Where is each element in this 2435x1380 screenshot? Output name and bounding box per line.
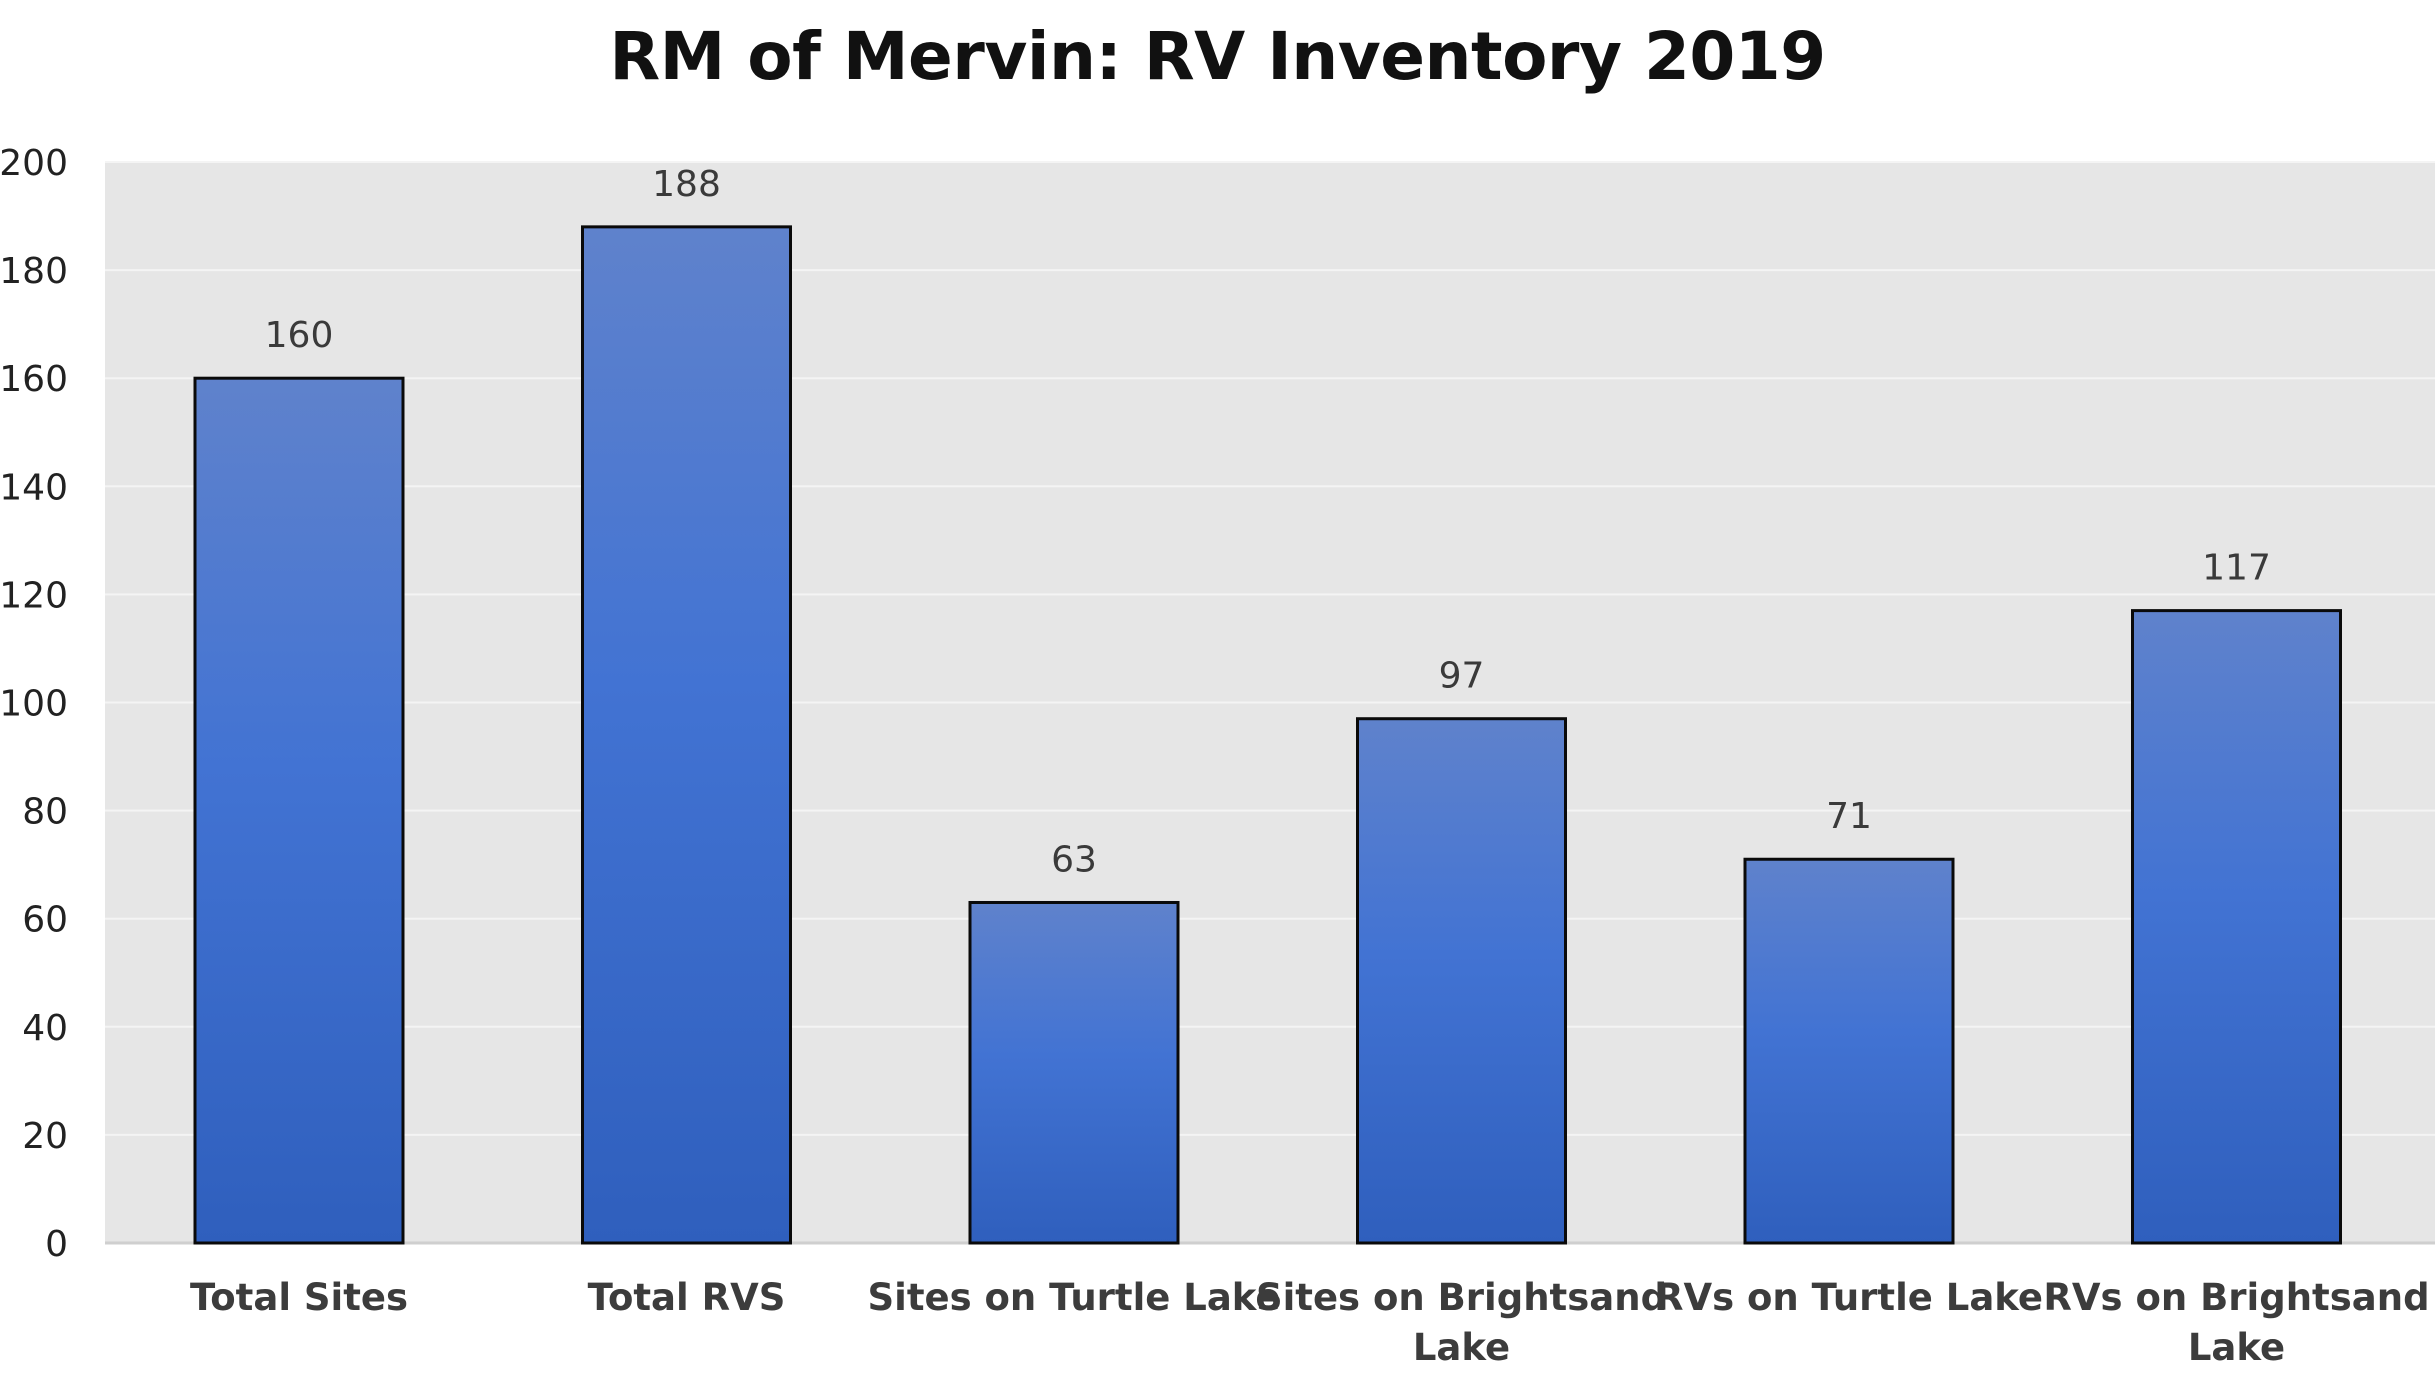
data-label: 117 (2202, 548, 2271, 589)
chart-title: RM of Mervin: RV Inventory 2019 (609, 18, 1826, 95)
y-tick-label: 80 (22, 792, 68, 833)
y-axis: 0 20 40 60 80 100 120 140 160 180 200 (0, 143, 68, 1265)
data-label: 160 (265, 315, 334, 356)
x-tick-label: RVs on Turtle Lake (1655, 1276, 2043, 1319)
y-tick-label: 100 (0, 684, 68, 725)
gridlines (105, 161, 2435, 1245)
x-tick-label: Total Sites (190, 1276, 408, 1319)
y-tick-label: 0 (45, 1224, 68, 1265)
y-tick-label: 120 (0, 575, 68, 616)
y-tick-label: 20 (22, 1116, 68, 1157)
data-label: 188 (652, 164, 721, 205)
x-tick-label: RVs on Brightsand (2043, 1276, 2429, 1319)
bars (193, 225, 2342, 1245)
bar (2131, 609, 2342, 1245)
bar (1356, 717, 1567, 1245)
x-tick-label: Sites on Turtle Lake (867, 1276, 1280, 1319)
x-tick-label: Total RVS (588, 1276, 786, 1319)
x-tick-label: Lake (1413, 1326, 1510, 1369)
y-tick-label: 160 (0, 359, 68, 400)
y-tick-label: 200 (0, 143, 68, 184)
data-label: 97 (1439, 656, 1485, 697)
bar (581, 225, 792, 1245)
data-label: 63 (1051, 839, 1097, 880)
bar (968, 900, 1180, 1245)
y-tick-label: 140 (0, 467, 68, 508)
y-tick-label: 180 (0, 251, 68, 292)
y-tick-label: 60 (22, 900, 68, 941)
bar (193, 376, 405, 1245)
x-axis: Total Sites Total RVS Sites on Turtle Lake… (190, 1276, 2430, 1369)
bar (1743, 857, 1955, 1245)
x-tick-label: Sites on Brightsand (1256, 1276, 1667, 1319)
data-labels: 160 188 63 97 71 117 (265, 164, 2271, 881)
x-tick-label: Lake (2188, 1326, 2285, 1369)
y-tick-label: 40 (22, 1008, 68, 1049)
data-label: 71 (1826, 796, 1872, 837)
